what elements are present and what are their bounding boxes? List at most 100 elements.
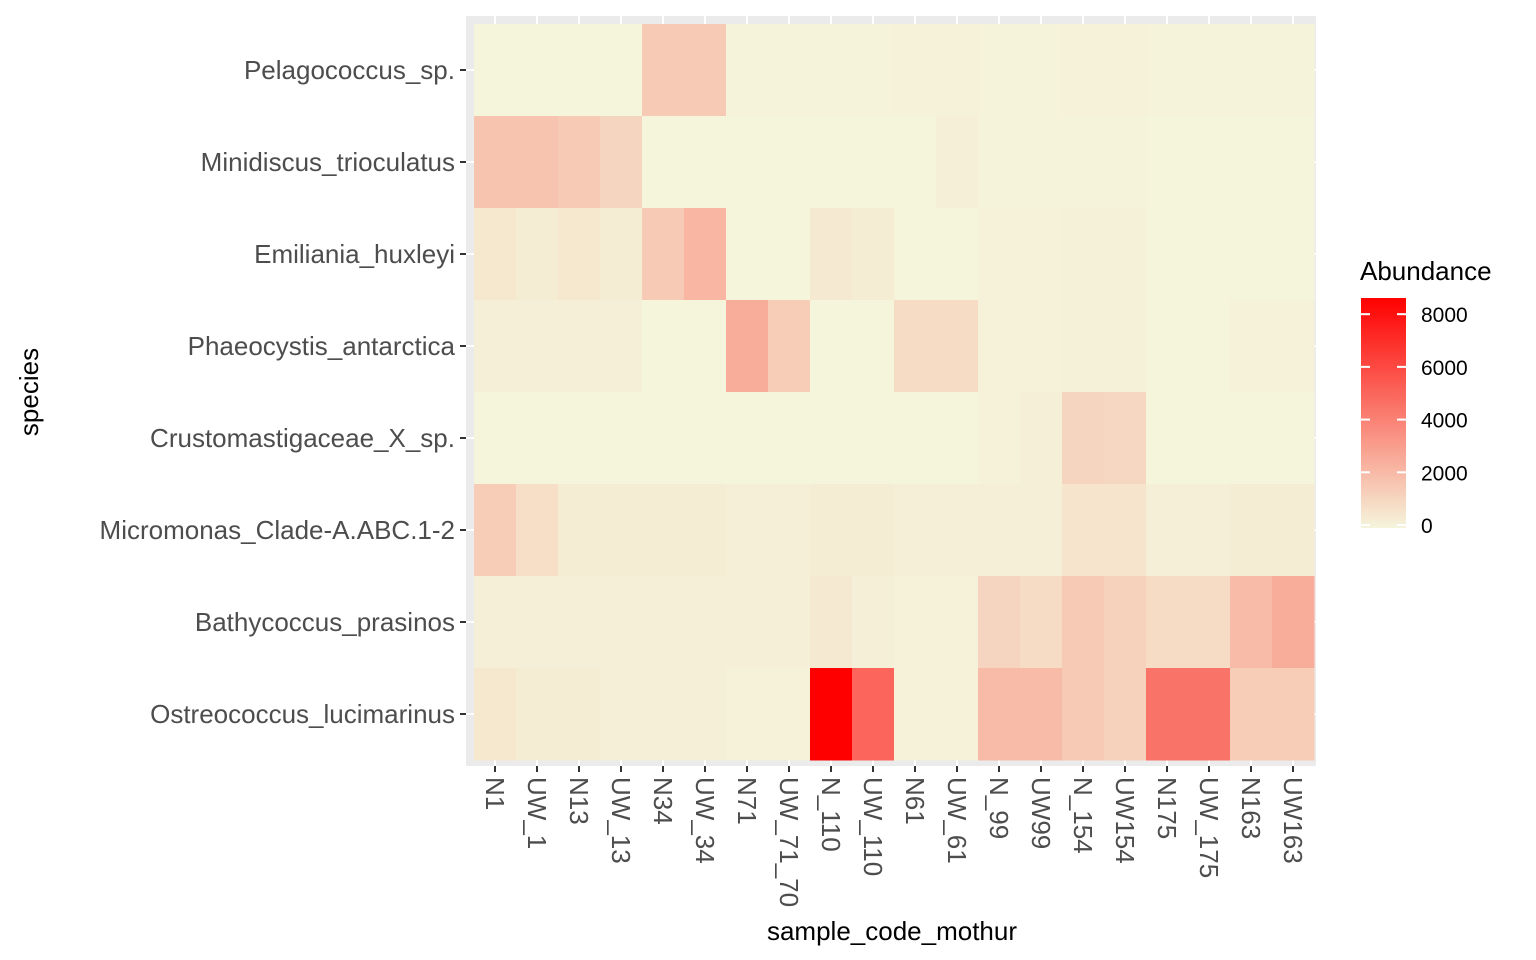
x-axis-title: sample_code_mothur xyxy=(767,916,1017,946)
heatmap-tile xyxy=(1020,484,1063,577)
heatmap-tile xyxy=(600,668,643,761)
legend-colorbar xyxy=(1361,298,1406,528)
heatmap-tile xyxy=(474,484,517,577)
x-tick-label: UW154 xyxy=(1110,777,1140,864)
x-tick-label: UW_61 xyxy=(942,777,972,864)
heatmap-tile xyxy=(852,668,895,761)
heatmap-tile xyxy=(894,208,937,301)
heatmap-tile xyxy=(684,484,727,577)
heatmap-tile xyxy=(558,208,601,301)
x-tick-label: UW99 xyxy=(1026,777,1056,849)
heatmap-tile xyxy=(1020,208,1063,301)
heatmap-tile xyxy=(1020,24,1063,117)
heatmap-tile xyxy=(726,576,769,669)
heatmap-tile xyxy=(936,484,979,577)
x-tick-label: UW_71_70 xyxy=(774,777,804,907)
heatmap-tile xyxy=(810,208,853,301)
heatmap-tile xyxy=(1020,576,1063,669)
heatmap-tile xyxy=(936,24,979,117)
heatmap-tile xyxy=(810,300,853,393)
heatmap-tile xyxy=(1230,300,1273,393)
heatmap-tile xyxy=(1146,24,1189,117)
heatmap-tile xyxy=(852,116,895,209)
x-tick-label: N_99 xyxy=(984,777,1014,839)
heatmap-tile xyxy=(516,24,559,117)
heatmap-tile xyxy=(1020,300,1063,393)
heatmap-tile xyxy=(684,208,727,301)
heatmap-tile xyxy=(936,208,979,301)
heatmap-tile xyxy=(516,484,559,577)
heatmap-tile xyxy=(894,116,937,209)
heatmap-tile xyxy=(642,116,685,209)
heatmap-tile xyxy=(600,24,643,117)
x-tick-label: UW_175 xyxy=(1194,777,1224,878)
heatmap-tile xyxy=(684,300,727,393)
x-axis: N1 UW_1 N13 UW_13 N34 UW_34 N71 UW_71_70 N_110 UW… xyxy=(480,766,1308,907)
heatmap-tile xyxy=(1188,116,1231,209)
heatmap-tile xyxy=(1104,484,1147,577)
heatmap-tile xyxy=(894,576,937,669)
heatmap-tile xyxy=(810,392,853,485)
heatmap-tile xyxy=(726,484,769,577)
y-tick-label: Bathycoccus_prasinos xyxy=(195,607,455,637)
heatmap-tile xyxy=(810,576,853,669)
heatmap-tile xyxy=(1020,116,1063,209)
heatmap-tile xyxy=(1146,300,1189,393)
legend-title: Abundance xyxy=(1360,256,1492,286)
heatmap-tile xyxy=(642,300,685,393)
legend-tick-label: 0 xyxy=(1421,515,1433,538)
y-tick-label: Ostreococcus_lucimarinus xyxy=(150,699,455,729)
heatmap-tile xyxy=(978,24,1021,117)
heatmap-tile xyxy=(1062,208,1105,301)
heatmap-tile xyxy=(852,576,895,669)
heatmap-tile xyxy=(1188,392,1231,485)
heatmap-tile xyxy=(768,576,811,669)
heatmap-tile xyxy=(1272,208,1315,301)
heatmap-tile xyxy=(810,24,853,117)
x-tick-label: UW_13 xyxy=(606,777,636,864)
heatmap-tile xyxy=(852,208,895,301)
y-tick-label: Phaeocystis_antarctica xyxy=(188,331,456,361)
heatmap-tile xyxy=(642,484,685,577)
legend-tick-label: 2000 xyxy=(1421,462,1468,485)
heatmap-tile xyxy=(1188,484,1231,577)
legend-tick-label: 8000 xyxy=(1421,304,1468,327)
heatmap-tile xyxy=(516,208,559,301)
heatmap-tile xyxy=(516,116,559,209)
heatmap-tile xyxy=(936,668,979,761)
heatmap-tile xyxy=(642,24,685,117)
x-tick-label: N_110 xyxy=(816,777,846,852)
heatmap-tile xyxy=(684,668,727,761)
heatmap-tile xyxy=(810,484,853,577)
heatmap-tile xyxy=(726,668,769,761)
y-tick-label: Micromonas_Clade-A.ABC.1-2 xyxy=(100,515,455,545)
heatmap-tile xyxy=(684,392,727,485)
x-tick-label: N175 xyxy=(1152,777,1182,839)
heatmap-tile xyxy=(1104,576,1147,669)
heatmap-tile xyxy=(600,484,643,577)
heatmap-tile xyxy=(852,392,895,485)
heatmap-tile xyxy=(516,668,559,761)
heatmap-tile xyxy=(1146,576,1189,669)
heatmap-tile xyxy=(1230,24,1273,117)
x-tick-label: N13 xyxy=(564,777,594,825)
heatmap-tile xyxy=(978,576,1021,669)
heatmap-tile xyxy=(936,576,979,669)
heatmap-tile xyxy=(1146,668,1189,761)
heatmap-tile xyxy=(1188,208,1231,301)
x-tick-label: N_154 xyxy=(1068,777,1098,854)
heatmap-tile xyxy=(600,576,643,669)
heatmap-tile xyxy=(474,668,517,761)
heatmap-tile xyxy=(642,668,685,761)
heatmap-tile xyxy=(978,392,1021,485)
heatmap-tile xyxy=(978,668,1021,761)
heatmap-tile xyxy=(978,300,1021,393)
heatmap-tile xyxy=(768,392,811,485)
y-tick-label: Emiliania_huxleyi xyxy=(254,239,455,269)
heatmap-tile xyxy=(1104,208,1147,301)
heatmap-tile xyxy=(1272,300,1315,393)
heatmap-tile xyxy=(936,116,979,209)
heatmap-tile xyxy=(810,116,853,209)
legend-ticks: 8000 6000 4000 2000 0 xyxy=(1361,304,1468,538)
